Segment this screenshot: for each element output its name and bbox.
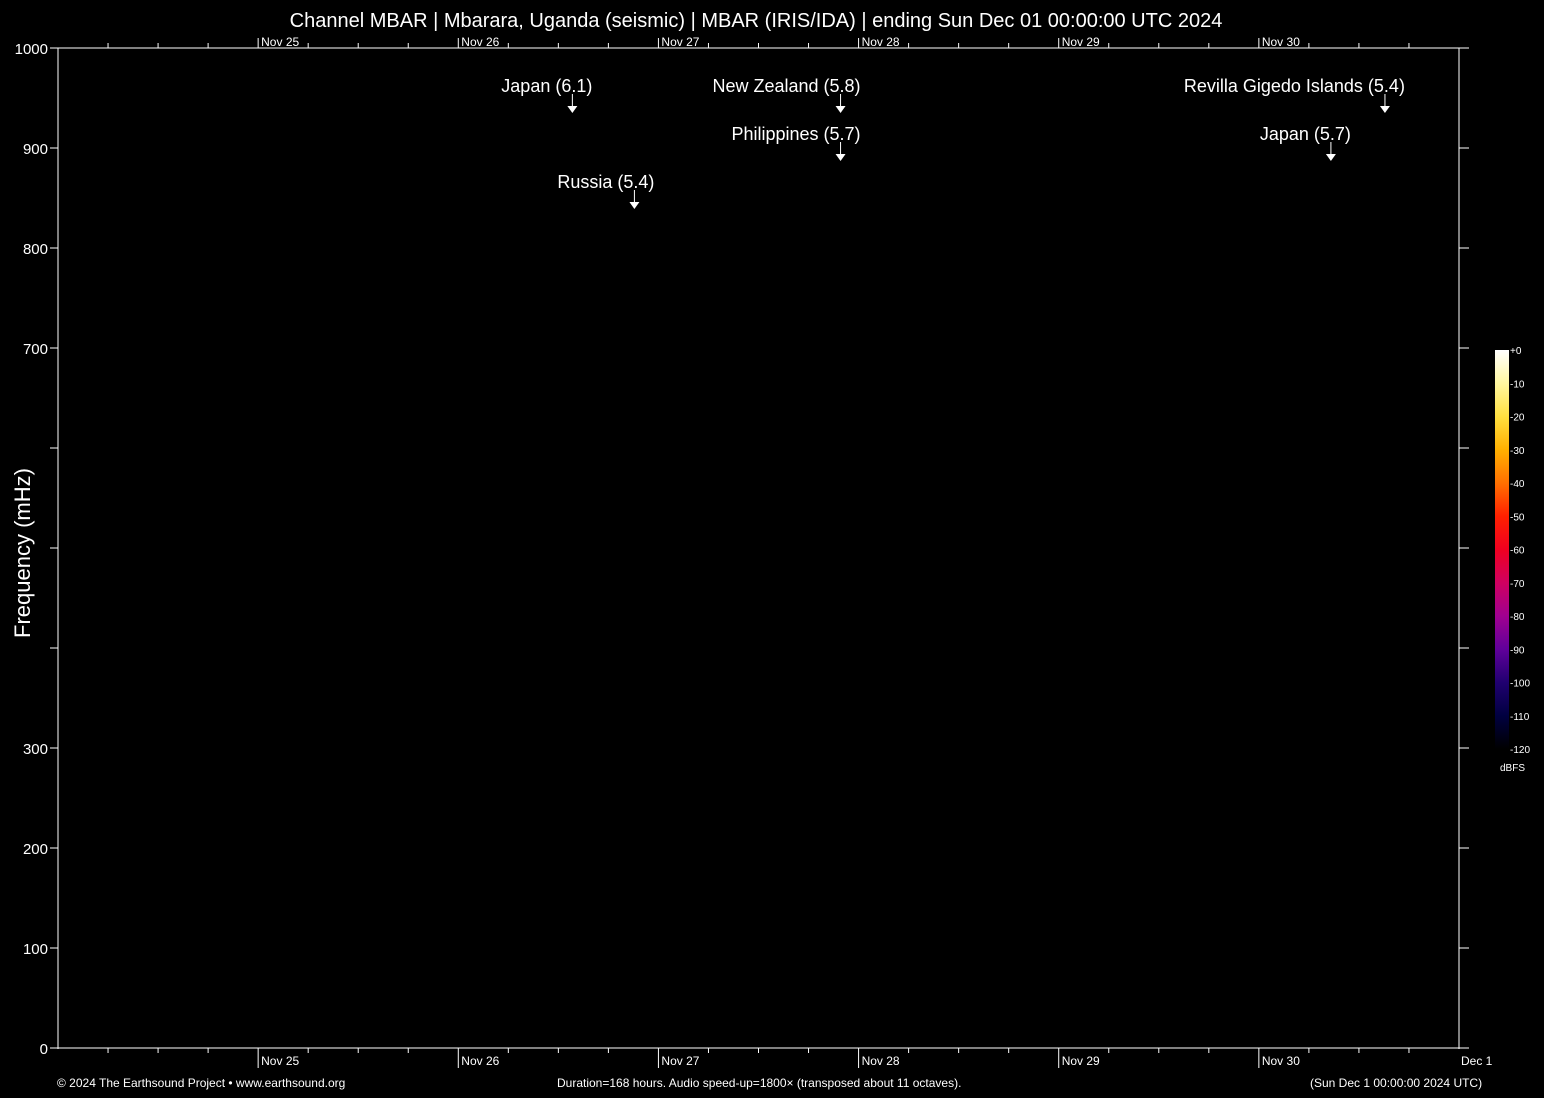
colorbar-tick-label: -100 <box>1510 679 1530 690</box>
x-tick-label: Nov 30 <box>1262 1054 1300 1068</box>
colorbar-tick-label: -120 <box>1510 745 1530 756</box>
colorbar-tick-label: -50 <box>1510 512 1525 523</box>
colorbar-tick-label: +0 <box>1510 346 1522 357</box>
colorbar <box>1495 350 1509 749</box>
colorbar-tick-label: -80 <box>1510 612 1525 623</box>
y-tick-label: 200 <box>23 841 48 858</box>
colorbar-tick-label: -10 <box>1510 379 1525 390</box>
event-label: New Zealand (5.8) <box>712 76 860 96</box>
colorbar-tick-label: -40 <box>1510 479 1525 490</box>
colorbar-tick-label: -90 <box>1510 645 1525 656</box>
colorbar-tick-label: -110 <box>1510 712 1530 723</box>
x-tick-label: Nov 27 <box>661 1054 699 1068</box>
duration-footer: Duration=168 hours. Audio speed-up=1800×… <box>557 1076 962 1090</box>
x-tick-label-top: Nov 29 <box>1062 35 1100 49</box>
event-arrow-icon <box>567 106 578 113</box>
x-tick-label: Nov 25 <box>261 1054 299 1068</box>
chart-title: Channel MBAR | Mbarara, Uganda (seismic)… <box>289 10 1223 32</box>
colorbar-tick-label: -70 <box>1510 579 1525 590</box>
event-label: Russia (5.4) <box>557 172 654 192</box>
event-label: Japan (5.7) <box>1260 124 1351 144</box>
event-arrow-icon <box>1325 154 1336 161</box>
colorbar-tick-label: -60 <box>1510 546 1525 557</box>
y-tick-label: 0 <box>40 1041 48 1058</box>
y-tick-label: 900 <box>23 141 48 158</box>
event-label: Japan (6.1) <box>501 76 592 96</box>
y-tick-label: 800 <box>23 241 48 258</box>
colorbar-tick-label: -20 <box>1510 413 1525 424</box>
x-tick-label-top: Nov 30 <box>1262 35 1300 49</box>
x-tick-label: Nov 28 <box>862 1054 900 1068</box>
event-arrow-icon <box>835 106 846 113</box>
x-tick-label: Nov 29 <box>1062 1054 1100 1068</box>
x-tick-label-top: Nov 25 <box>261 35 299 49</box>
end-time-footer: (Sun Dec 1 00:00:00 2024 UTC) <box>1310 1076 1483 1090</box>
event-label: Philippines (5.7) <box>731 124 860 144</box>
x-tick-label-top: Nov 27 <box>661 35 699 49</box>
y-tick-label: 300 <box>23 741 48 758</box>
event-arrow-icon <box>835 154 846 161</box>
copyright-footer: © 2024 The Earthsound Project • www.eart… <box>57 1076 346 1090</box>
x-end-label: Dec 1 <box>1461 1054 1493 1068</box>
y-tick-label: 1000 <box>15 41 48 58</box>
event-label: Revilla Gigedo Islands (5.4) <box>1184 76 1405 96</box>
colorbar-tick-label: -30 <box>1510 446 1525 457</box>
x-tick-label-top: Nov 28 <box>862 35 900 49</box>
y-tick-label: 700 <box>23 341 48 358</box>
event-arrow-icon <box>1379 106 1390 113</box>
x-tick-label: Nov 26 <box>461 1054 499 1068</box>
event-arrow-icon <box>629 202 640 209</box>
colorbar-unit: dBFS <box>1500 763 1525 774</box>
x-tick-label-top: Nov 26 <box>461 35 499 49</box>
y-tick-label: 100 <box>23 941 48 958</box>
